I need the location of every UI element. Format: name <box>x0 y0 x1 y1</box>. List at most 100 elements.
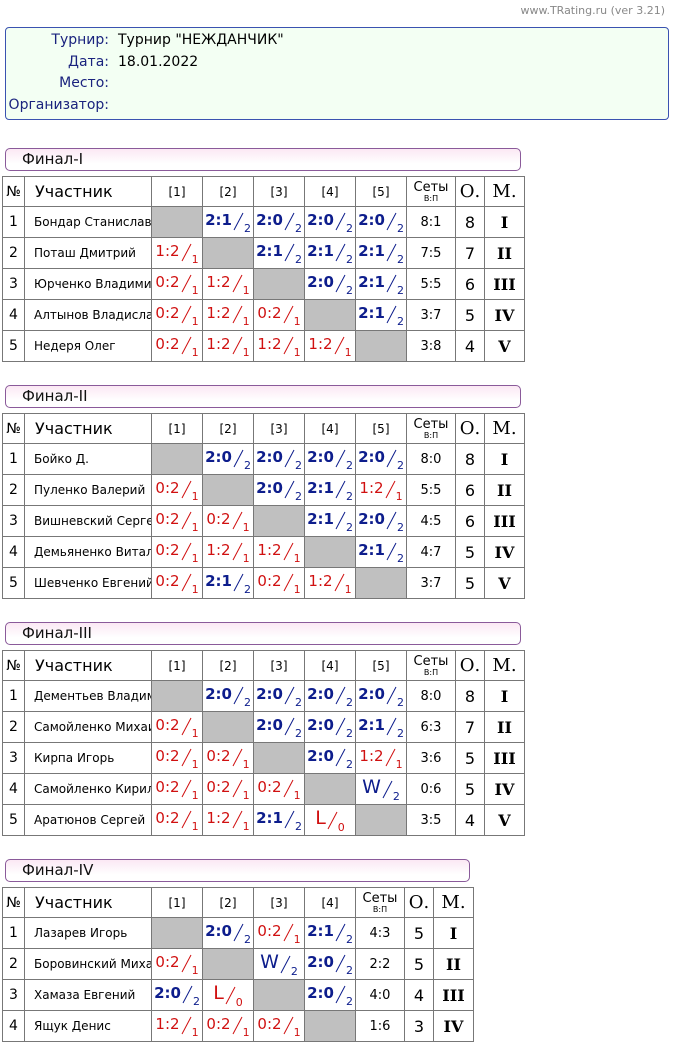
result-cell: 0:2 1 <box>253 917 305 949</box>
score: 1:2 <box>206 540 231 559</box>
match-points: 2 <box>345 695 353 709</box>
slash <box>386 717 397 735</box>
match-points: 1 <box>191 963 199 977</box>
match-points: 0 <box>235 995 243 1009</box>
place: II <box>484 474 525 506</box>
score: 2:0 <box>358 509 385 528</box>
column-header: № <box>2 413 25 444</box>
self-cell <box>304 773 356 805</box>
column-header: [5] <box>355 176 407 207</box>
result-cell: 2:1 2 <box>202 206 254 238</box>
self-cell <box>304 299 356 331</box>
row-number: 1 <box>2 680 25 712</box>
match-points: 1 <box>242 520 250 534</box>
header-row: № Участник [1] [2] [3] [4] [5] Сеты В:П О. М. <box>2 650 525 681</box>
points: 4 <box>455 330 485 362</box>
result-cell: 2:1 2 <box>304 474 356 506</box>
player-row: 5 Аратюнов Сергей 0:2 1 1:2 1 2:1 2 L 0 3:5 4 V <box>2 804 525 836</box>
player-row: 1 Бондар Станислав 2:1 2 2:0 2 2:0 2 2:0 2 8:1 8 I <box>2 206 525 238</box>
column-header: [1] <box>151 413 203 444</box>
slash <box>334 573 345 591</box>
score: 0:2 <box>257 303 282 322</box>
match-points: 1 <box>395 489 403 503</box>
slash <box>327 811 338 829</box>
match-points: 1 <box>293 932 301 946</box>
match-points: 1 <box>242 757 250 771</box>
slash <box>335 243 346 261</box>
result-cell: 2:1 2 <box>304 505 356 537</box>
result-cell: 1:2 1 <box>151 237 203 269</box>
info-label: Дата: <box>68 53 109 70</box>
result-cell: 2:0 2 <box>304 742 356 774</box>
score: 1:2 <box>257 540 282 559</box>
result-cell: 2:1 2 <box>253 804 305 836</box>
row-number: 5 <box>2 567 25 599</box>
match-points: 2 <box>396 726 404 740</box>
score: 1:2 <box>155 1014 180 1033</box>
result-cell: 1:2 1 <box>304 330 356 362</box>
self-cell <box>202 948 254 980</box>
player-name: Алтынов Владислав <box>24 299 152 331</box>
sets: 3:8 <box>406 330 456 362</box>
place: IV <box>484 536 525 568</box>
match-points: 1 <box>242 788 250 802</box>
score: 0:2 <box>155 715 180 734</box>
column-header: Участник <box>24 650 152 681</box>
match-points: 1 <box>191 252 199 266</box>
self-cell <box>151 206 203 238</box>
column-header: Сеты В:П <box>355 887 405 918</box>
match-points: 1 <box>191 551 199 565</box>
result-cell: 2:0 2 <box>355 443 407 475</box>
slash <box>284 810 295 828</box>
sets: 3:7 <box>406 299 456 331</box>
score: 0:2 <box>155 540 180 559</box>
slash <box>386 511 397 529</box>
column-header: М. <box>484 413 525 444</box>
result-cell: 0:2 1 <box>202 1010 254 1042</box>
result-cell: 0:2 1 <box>151 474 203 506</box>
column-header: Сеты В:П <box>406 176 456 207</box>
result-cell: 2:0 2 <box>304 979 356 1011</box>
result-cell: 2:0 2 <box>151 979 203 1011</box>
points: 7 <box>455 711 485 743</box>
match-points: 2 <box>396 221 404 235</box>
player-name: Хамаза Евгений <box>24 979 152 1011</box>
result-cell: 2:0 2 <box>304 680 356 712</box>
score: 2:1 <box>205 571 232 590</box>
slash <box>233 573 244 591</box>
match-points: 1 <box>344 345 352 359</box>
result-cell: 0:2 1 <box>151 711 203 743</box>
slash <box>233 923 244 941</box>
match-points: 2 <box>345 963 353 977</box>
place: III <box>433 979 474 1011</box>
player-name: Бойко Д. <box>24 443 152 475</box>
points: 4 <box>404 979 434 1011</box>
match-points: 1 <box>293 551 301 565</box>
column-header: [3] <box>253 176 305 207</box>
place: I <box>484 206 525 238</box>
score: W <box>362 775 381 798</box>
header-row: № Участник [1] [2] [3] [4] Сеты В:П О. М. <box>2 887 474 918</box>
info-box: Турнир: Турнир "НЕЖДАНЧИК" Дата: 18.01.2022… <box>5 27 669 120</box>
slash <box>233 449 244 467</box>
sets: 8:0 <box>406 680 456 712</box>
match-points: 2 <box>243 458 251 472</box>
points: 6 <box>455 268 485 300</box>
match-points: 2 <box>294 819 302 833</box>
sets: 4:7 <box>406 536 456 568</box>
result-cell: 0:2 1 <box>253 773 305 805</box>
score: 2:0 <box>256 210 283 229</box>
result-cell: 0:2 1 <box>151 804 203 836</box>
result-cell: 0:2 1 <box>151 330 203 362</box>
score: 2:0 <box>256 478 283 497</box>
slash <box>335 717 346 735</box>
score: 0:2 <box>206 746 231 765</box>
match-points: 1 <box>191 283 199 297</box>
match-points: 1 <box>242 283 250 297</box>
score: 2:1 <box>307 478 334 497</box>
slash <box>335 449 346 467</box>
self-cell <box>355 567 407 599</box>
column-header: [2] <box>202 887 254 918</box>
